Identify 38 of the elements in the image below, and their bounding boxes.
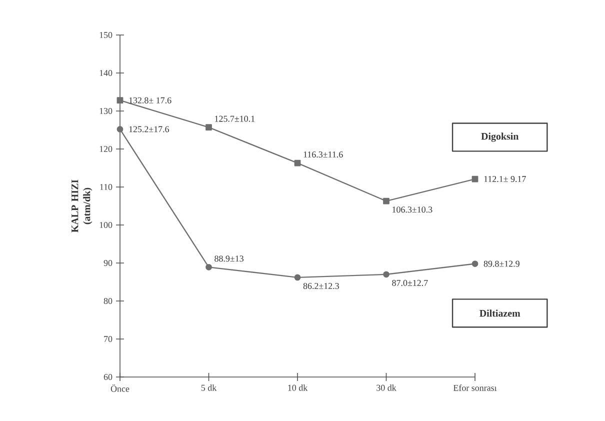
text: Diltiazem	[480, 310, 520, 317]
data-label: 125.7±10.1	[215, 116, 255, 122]
data-label: 125.2±17.6	[129, 126, 170, 132]
point	[472, 176, 478, 182]
x-tick-label: 10 dk	[288, 384, 308, 391]
point	[383, 271, 390, 278]
y-tick-label: 80	[104, 298, 112, 304]
y-tick-label: 110	[100, 184, 112, 190]
y-tick-label: 90	[104, 260, 112, 266]
point	[116, 126, 124, 132]
data-label: 132.8± 17.6	[129, 97, 172, 104]
x-tick-label: Önce	[110, 384, 130, 392]
data-label: 88.9±13	[214, 256, 244, 262]
point	[472, 260, 478, 267]
text: Digoksin	[481, 132, 519, 142]
x-tick-label: 5 dk	[201, 384, 217, 391]
y-tick-label: 100	[100, 222, 112, 228]
data-label: 87.0±12.7	[392, 280, 428, 286]
data-label: 89.8±12.9	[484, 260, 520, 267]
y-axis-title: KALP HIZI (atm/dk)	[72, 180, 92, 232]
data-label: 116.3±11.6	[304, 151, 343, 158]
y-tick-label: 140	[100, 70, 112, 76]
y-tick-label: 120	[100, 146, 112, 152]
point	[206, 124, 212, 131]
y-tick-label: 70	[104, 336, 112, 342]
point	[383, 198, 390, 204]
data-label: 112.1± 9.17	[484, 176, 526, 182]
x-tick-label: 30 dk	[376, 384, 396, 391]
data-label: 86.2±12.3	[303, 282, 339, 290]
point	[206, 264, 212, 270]
y-tick-label: 130	[100, 108, 112, 114]
x-tick-label: Efor sonrası	[453, 384, 497, 391]
point	[294, 274, 301, 281]
y-tick-label: 150	[100, 32, 112, 38]
data-label: 106.3±10.3	[392, 206, 432, 213]
point	[116, 97, 124, 104]
y-tick-label: 60	[104, 374, 112, 380]
point	[294, 160, 301, 166]
